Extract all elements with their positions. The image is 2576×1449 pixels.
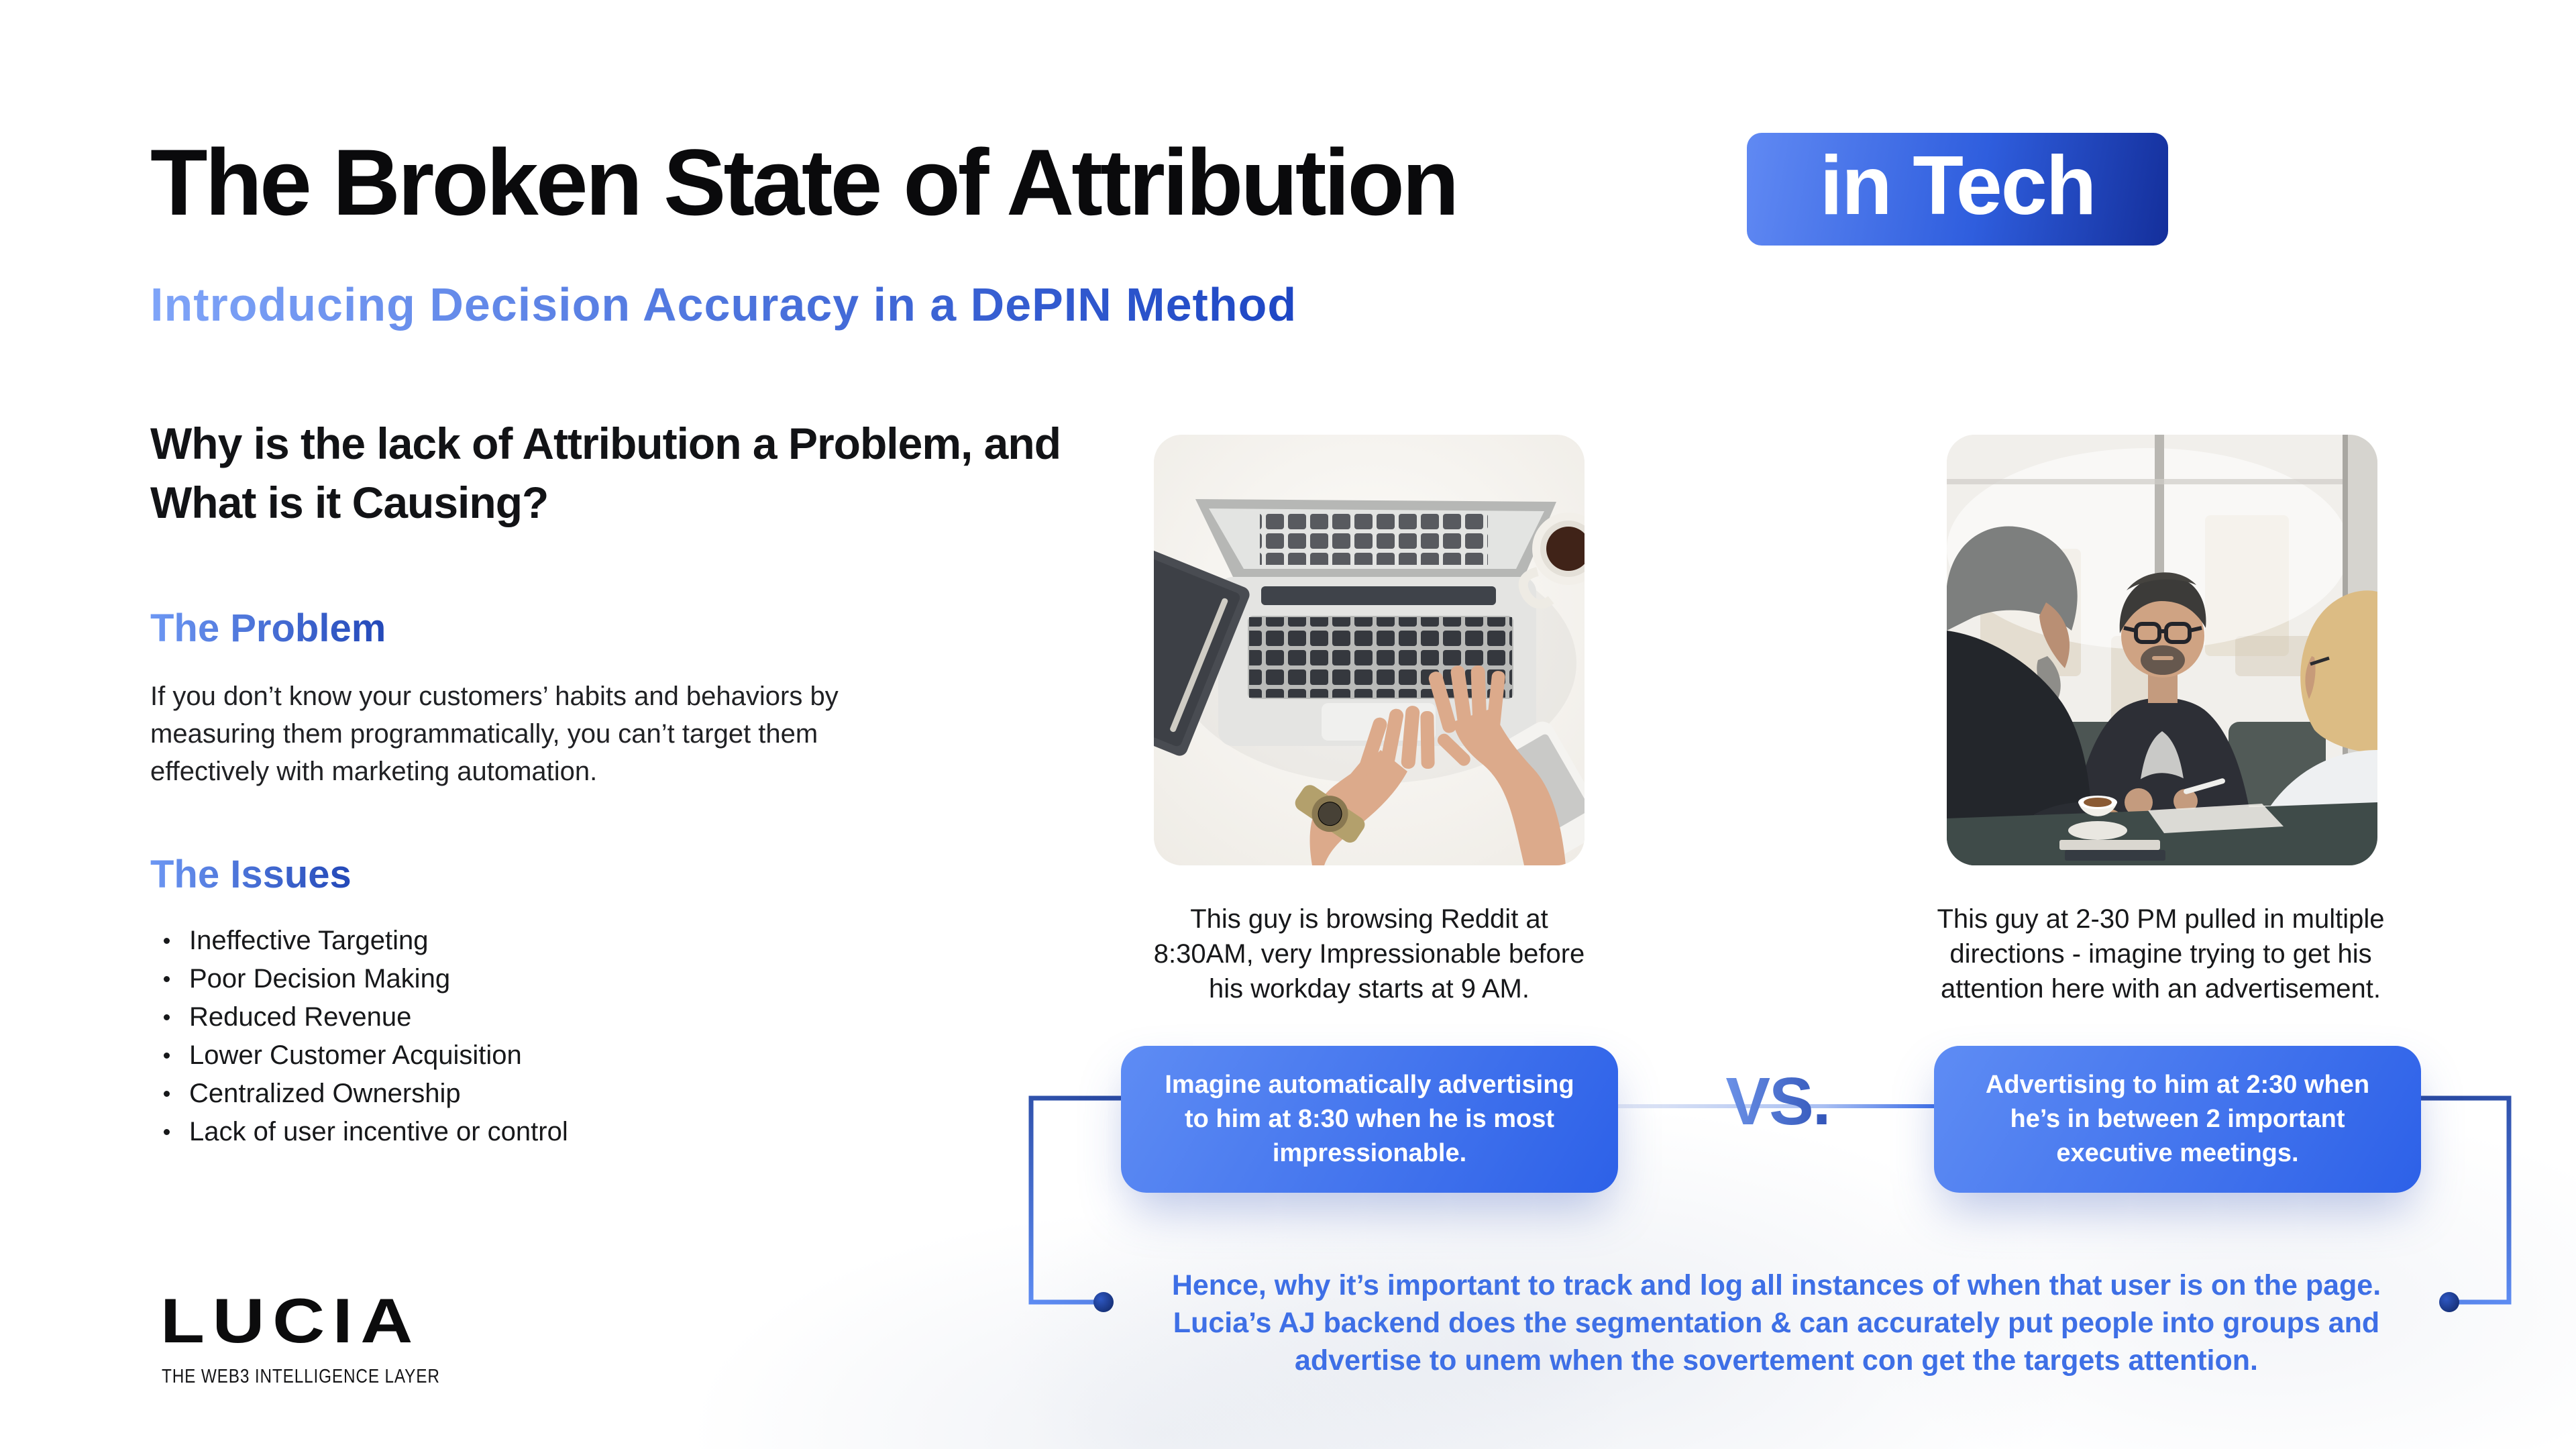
page-title: The Broken State of Attribution <box>150 129 1459 235</box>
caption-right: This guy at 2-30 PM pulled in multiple d… <box>1937 904 2385 1004</box>
issue-item: Lower Customer Acquisition <box>157 1039 895 1071</box>
lucia-logo: LUCIA <box>160 1285 421 1356</box>
vs-label: VS. <box>1690 1068 1865 1135</box>
issue-item: Centralized Ownership <box>157 1077 895 1110</box>
issues-heading: The Issues <box>150 853 352 896</box>
connector-dot-right <box>2439 1292 2459 1312</box>
issue-item: Ineffective Targeting <box>157 924 895 957</box>
meeting-photo-illustration <box>1947 435 2377 865</box>
problem-heading: The Problem <box>150 606 386 650</box>
laptop-photo <box>1154 435 1585 865</box>
title-badge: in Tech <box>1747 133 2168 246</box>
issue-item: Reduced Revenue <box>157 1001 895 1033</box>
callout-left-text: Imagine automatically advertising to him… <box>1165 1071 1574 1167</box>
issues-list: Ineffective Targeting Poor Decision Maki… <box>157 924 895 1154</box>
caption-left: This guy is browsing Reddit at 8:30AM, v… <box>1153 904 1585 1004</box>
conclusion-text: Hence, why it’s important to track and l… <box>1171 1269 2381 1377</box>
meeting-photo <box>1947 435 2377 865</box>
issue-item: Poor Decision Making <box>157 963 895 995</box>
callout-right: Advertising to him at 2:30 when he’s in … <box>1934 1046 2421 1193</box>
laptop-photo-illustration <box>1154 435 1585 865</box>
callout-left: Imagine automatically advertising to him… <box>1121 1046 1618 1193</box>
issue-item: Lack of user incentive or control <box>157 1116 895 1148</box>
connector-dot-left <box>1093 1292 1114 1312</box>
problem-body: If you don’t know your customers’ habits… <box>150 682 839 786</box>
lucia-tagline: THE WEB3 INTELLIGENCE LAYER <box>162 1366 440 1387</box>
subtitle: Introducing Decision Accuracy in a DePIN… <box>150 278 1297 331</box>
question-heading: Why is the lack of Attribution a Problem… <box>150 419 1061 527</box>
callout-right-text: Advertising to him at 2:30 when he’s in … <box>1985 1071 2370 1167</box>
